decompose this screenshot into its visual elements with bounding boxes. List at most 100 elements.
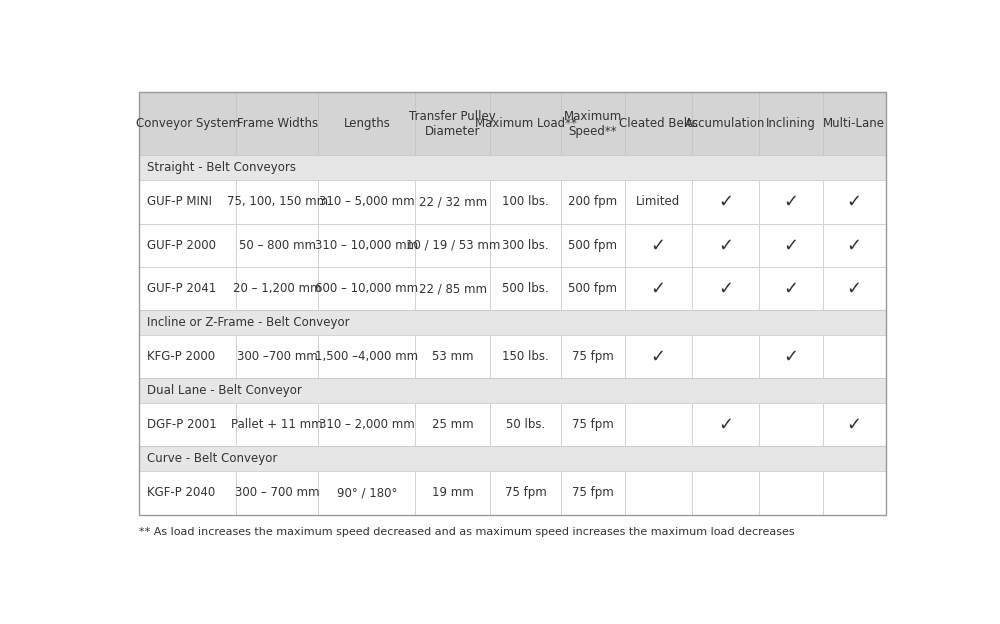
Text: ✓: ✓ <box>847 193 862 211</box>
Text: 50 lbs.: 50 lbs. <box>506 418 545 431</box>
Bar <box>625 180 692 223</box>
Bar <box>236 403 318 447</box>
Bar <box>625 267 692 310</box>
Bar <box>139 223 236 267</box>
Bar <box>139 92 236 155</box>
Bar <box>415 223 490 267</box>
Bar <box>490 471 561 515</box>
Bar <box>692 223 759 267</box>
Bar <box>823 403 886 447</box>
Text: 200 fpm: 200 fpm <box>568 195 617 208</box>
Bar <box>692 335 759 379</box>
Bar <box>692 180 759 223</box>
Text: DGF-P 2001: DGF-P 2001 <box>147 418 216 431</box>
Text: ✓: ✓ <box>783 236 798 254</box>
Text: 53 mm: 53 mm <box>432 350 473 363</box>
Text: 310 – 2,000 mm: 310 – 2,000 mm <box>319 418 415 431</box>
Bar <box>823 335 886 379</box>
Bar <box>236 471 318 515</box>
Bar <box>759 180 823 223</box>
Text: 150 lbs.: 150 lbs. <box>502 350 549 363</box>
Bar <box>692 471 759 515</box>
Text: 25 mm: 25 mm <box>432 418 474 431</box>
Text: Maximum Load**: Maximum Load** <box>475 117 577 130</box>
Text: 19 mm: 19 mm <box>432 486 474 499</box>
Bar <box>823 471 886 515</box>
Text: 300 –700 mm: 300 –700 mm <box>237 350 318 363</box>
Bar <box>236 92 318 155</box>
Bar <box>139 223 236 267</box>
Bar <box>692 335 759 379</box>
Text: Lengths: Lengths <box>343 117 390 130</box>
Bar <box>625 223 692 267</box>
Bar <box>139 335 236 379</box>
Bar <box>415 335 490 379</box>
Bar <box>759 180 823 223</box>
Bar <box>318 223 415 267</box>
Bar <box>415 267 490 310</box>
Text: ✓: ✓ <box>783 348 798 366</box>
Bar <box>490 335 561 379</box>
Text: GUF-P 2041: GUF-P 2041 <box>147 282 216 295</box>
Text: Curve - Belt Conveyor: Curve - Belt Conveyor <box>147 452 277 466</box>
Bar <box>490 471 561 515</box>
Bar <box>561 180 625 223</box>
Text: ✓: ✓ <box>847 416 862 434</box>
Bar <box>318 180 415 223</box>
Bar <box>318 335 415 379</box>
Bar <box>139 92 236 155</box>
Text: 50 – 800 mm: 50 – 800 mm <box>239 239 316 251</box>
Bar <box>759 92 823 155</box>
Bar <box>236 335 318 379</box>
Bar <box>625 267 692 310</box>
Text: Maximum
Speed**: Maximum Speed** <box>564 110 622 137</box>
Text: 10 / 19 / 53 mm: 10 / 19 / 53 mm <box>406 239 500 251</box>
Bar <box>759 267 823 310</box>
Bar <box>139 403 236 447</box>
Bar <box>561 471 625 515</box>
Bar <box>759 335 823 379</box>
Text: 20 – 1,200 mm: 20 – 1,200 mm <box>233 282 321 295</box>
Bar <box>236 403 318 447</box>
Text: 500 fpm: 500 fpm <box>568 282 617 295</box>
Bar <box>692 223 759 267</box>
Text: 300 lbs.: 300 lbs. <box>502 239 549 251</box>
Bar <box>236 335 318 379</box>
Text: 100 lbs.: 100 lbs. <box>502 195 549 208</box>
Bar <box>490 335 561 379</box>
Bar <box>318 471 415 515</box>
Text: Multi-Lane: Multi-Lane <box>823 117 885 130</box>
Bar <box>625 223 692 267</box>
Bar <box>823 335 886 379</box>
Bar <box>236 267 318 310</box>
Bar <box>490 92 561 155</box>
Text: 1,500 –4,000 mm: 1,500 –4,000 mm <box>315 350 418 363</box>
Bar <box>759 335 823 379</box>
Bar <box>625 335 692 379</box>
Bar <box>561 267 625 310</box>
Bar <box>823 267 886 310</box>
Bar <box>625 335 692 379</box>
Bar <box>692 403 759 447</box>
Text: Incline or Z-Frame - Belt Conveyor: Incline or Z-Frame - Belt Conveyor <box>147 316 349 329</box>
Bar <box>236 267 318 310</box>
Text: 310 – 10,000 mm: 310 – 10,000 mm <box>315 239 418 251</box>
Bar <box>139 310 886 335</box>
Bar <box>236 180 318 223</box>
Bar <box>415 92 490 155</box>
Bar <box>561 223 625 267</box>
Bar <box>318 267 415 310</box>
Bar <box>318 403 415 447</box>
Text: GUF-P 2000: GUF-P 2000 <box>147 239 216 251</box>
Text: Straight - Belt Conveyors: Straight - Belt Conveyors <box>147 161 296 174</box>
Text: KFG-P 2000: KFG-P 2000 <box>147 350 215 363</box>
Text: ✓: ✓ <box>651 348 666 366</box>
Bar <box>139 180 236 223</box>
Text: 310 – 5,000 mm: 310 – 5,000 mm <box>319 195 415 208</box>
Bar <box>139 155 886 180</box>
Text: Frame Widths: Frame Widths <box>237 117 318 130</box>
Bar <box>139 180 236 223</box>
Text: ** As load increases the maximum speed decreased and as maximum speed increases : ** As load increases the maximum speed d… <box>139 527 795 537</box>
Bar <box>692 92 759 155</box>
Bar <box>490 223 561 267</box>
